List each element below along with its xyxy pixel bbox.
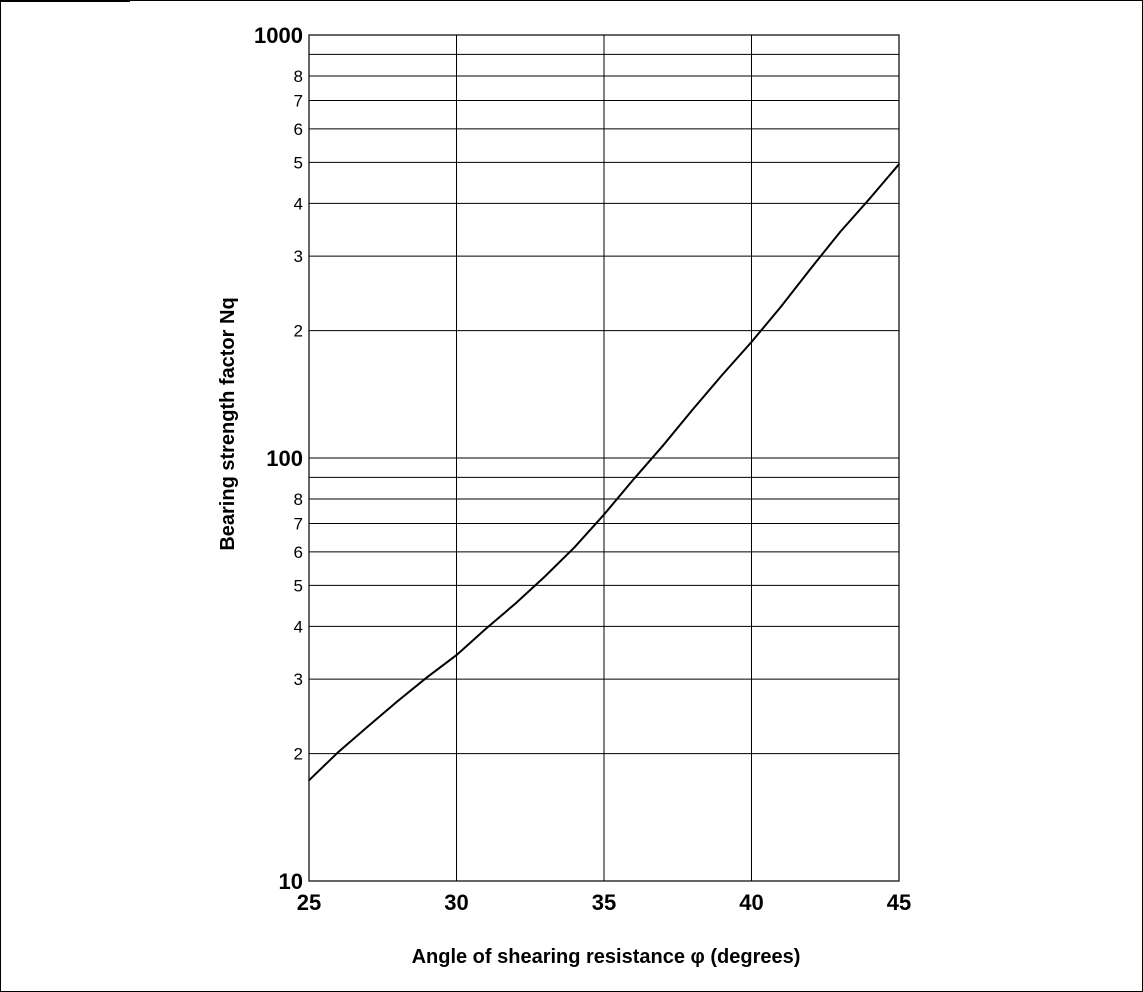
grid (308, 34, 900, 882)
series-point (455, 654, 458, 656)
x-tick-label: 35 (592, 890, 616, 915)
y-tick-label: 8 (294, 490, 303, 509)
series-point (308, 779, 310, 782)
y-tick-label: 3 (294, 670, 303, 689)
y-tick-label: 3 (294, 247, 303, 266)
y-axis-label: Bearing strength factor Nq (217, 297, 239, 550)
y-tick-label: 5 (294, 153, 303, 172)
x-tick-label: 30 (444, 890, 468, 915)
y-tick-label: 7 (294, 515, 303, 534)
series-point (573, 546, 576, 549)
x-tick-label: 45 (887, 890, 911, 915)
x-tick-label: 40 (739, 890, 763, 915)
series-point (839, 231, 841, 233)
y-tick-labels: 10 2 3 4 5 6 7 8 100 2 3 4 5 6 7 8 1000 (254, 23, 303, 894)
series-point (337, 751, 340, 753)
series-point (603, 513, 605, 516)
y-tick-label: 2 (294, 745, 303, 764)
series-point (662, 444, 664, 447)
series-point (396, 700, 399, 703)
series-point (780, 305, 782, 308)
y-tick-label: 4 (294, 617, 303, 636)
series-point (868, 197, 871, 200)
series-point (544, 575, 546, 578)
y-tick-label: 6 (294, 120, 303, 139)
series-point (367, 725, 369, 728)
x-axis-label: Angle of shearing resistance φ (degrees) (412, 946, 801, 968)
series-point (809, 268, 812, 270)
series-point (721, 374, 723, 376)
plot-border (308, 34, 900, 882)
series-point (691, 409, 694, 411)
series-points (308, 163, 900, 782)
y-tick-label: 8 (294, 67, 303, 86)
series-point (426, 676, 428, 679)
y-tick-label: 7 (294, 92, 303, 111)
series-point (750, 341, 753, 343)
y-tick-label: 100 (266, 446, 303, 471)
frame-corner-tab (0, 0, 130, 2)
y-tick-label: 10 (279, 869, 303, 894)
y-tick-label: 6 (294, 543, 303, 562)
y-tick-label: 1000 (254, 23, 303, 48)
y-tick-label: 2 (294, 322, 303, 341)
series-point (514, 602, 517, 605)
y-tick-label: 4 (294, 194, 303, 213)
series-point (485, 627, 487, 630)
series-point (898, 163, 900, 165)
x-tick-label: 25 (297, 890, 321, 915)
x-tick-labels: 25 30 35 40 45 (297, 890, 911, 915)
y-tick-label: 5 (294, 576, 303, 595)
series-point (632, 478, 635, 481)
